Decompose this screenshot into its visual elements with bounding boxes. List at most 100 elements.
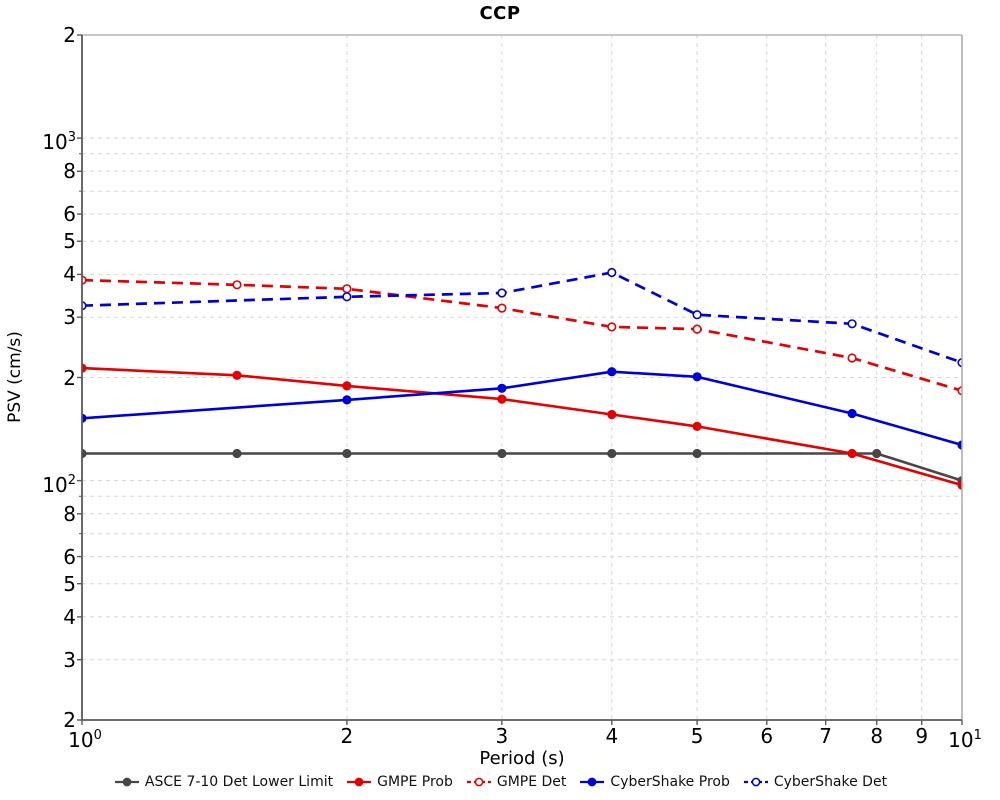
marker-cybershake-prob-7.5 bbox=[847, 408, 857, 419]
x-tick-label-1-exponent: 0 bbox=[93, 728, 102, 743]
y-tick-label-100: 102 bbox=[0, 469, 76, 497]
marker-cybershake-det-1 bbox=[82, 301, 87, 311]
marker-cybershake-det-4 bbox=[607, 267, 617, 278]
y-tick-label-2000-text: 2 bbox=[63, 23, 76, 47]
marker-cybershake-prob-4 bbox=[607, 367, 617, 377]
y-tick-label-800-text: 8 bbox=[63, 159, 76, 184]
marker-asce-7-10-det-lower-limit-2 bbox=[342, 448, 352, 459]
marker-cybershake-det-10 bbox=[957, 358, 962, 368]
marker-gmpe-prob-2 bbox=[342, 381, 352, 391]
marker-gmpe-det-2 bbox=[342, 284, 352, 294]
marker-asce-7-10-det-lower-limit-4 bbox=[607, 448, 617, 459]
x-tick-label-8-text: 8 bbox=[870, 724, 884, 748]
legend-marker-icon-asce-7-10-det-lower-limit bbox=[114, 777, 139, 787]
legend-label-asce-7-10-det-lower-limit: ASCE 7-10 Det Lower Limit bbox=[144, 774, 334, 790]
y-tick-label-800: 8 bbox=[0, 159, 76, 183]
y-tick-label-600: 6 bbox=[0, 202, 76, 226]
y-axis-title: PSV (cm/s) bbox=[5, 331, 25, 423]
x-tick-label-6: 6 bbox=[737, 724, 797, 748]
marker-cybershake-prob-10 bbox=[957, 440, 962, 450]
y-tick-label-400: 4 bbox=[0, 262, 76, 286]
legend: ASCE 7-10 Det Lower Limit GMPE Prob GMPE D… bbox=[0, 774, 1000, 790]
chart-title: CCP bbox=[479, 3, 521, 24]
y-tick-label-500-text: 5 bbox=[63, 229, 76, 254]
legend-item-gmpe-det: GMPE Det bbox=[465, 774, 567, 790]
marker-asce-7-10-det-lower-limit-5 bbox=[692, 448, 702, 459]
legend-label-cybershake-prob: CyberShake Prob bbox=[610, 774, 730, 790]
marker-asce-7-10-det-lower-limit-1.5 bbox=[232, 448, 242, 459]
marker-cybershake-prob-2 bbox=[342, 395, 352, 405]
x-tick-label-9: 9 bbox=[892, 724, 952, 748]
x-tick-label-3: 3 bbox=[472, 724, 532, 748]
series-line-gmpe-prob bbox=[82, 366, 962, 487]
marker-cybershake-prob-5 bbox=[692, 372, 702, 382]
marker-cybershake-prob-1 bbox=[82, 413, 87, 423]
y-tick-label-600-text: 6 bbox=[63, 202, 76, 227]
marker-gmpe-det-1 bbox=[82, 275, 87, 285]
legend-item-cybershake-prob: CyberShake Prob bbox=[578, 774, 730, 790]
x-axis-title: Period (s) bbox=[479, 748, 565, 769]
marker-gmpe-prob-1 bbox=[82, 363, 87, 373]
marker-asce-7-10-det-lower-limit-1 bbox=[82, 448, 87, 459]
marker-cybershake-prob-3 bbox=[497, 383, 507, 393]
x-tick-label-10: 101 bbox=[935, 724, 995, 752]
y-tick-label-300-text: 3 bbox=[63, 305, 76, 330]
y-tick-label-20-text: 2 bbox=[63, 708, 76, 732]
marker-gmpe-det-10 bbox=[957, 386, 962, 396]
marker-gmpe-prob-10 bbox=[957, 480, 962, 490]
legend-item-gmpe-prob: GMPE Prob bbox=[345, 774, 453, 790]
marker-gmpe-det-5 bbox=[692, 324, 702, 334]
marker-cybershake-det-2 bbox=[342, 292, 352, 302]
y-tick-label-40-text: 4 bbox=[63, 604, 76, 629]
plot-area bbox=[82, 35, 962, 720]
series-line-cybershake-prob bbox=[82, 370, 962, 447]
y-tick-label-200-text: 2 bbox=[63, 365, 76, 390]
legend-label-gmpe-prob: GMPE Prob bbox=[377, 774, 453, 790]
x-tick-label-8: 8 bbox=[847, 724, 907, 748]
legend-dot bbox=[588, 777, 597, 787]
y-tick-label-1000-text: 10 bbox=[42, 130, 68, 155]
marker-cybershake-det-3 bbox=[497, 288, 507, 298]
marker-cybershake-det-5 bbox=[692, 310, 702, 320]
legend-dot bbox=[474, 777, 484, 787]
y-tick-label-1000-exponent: 3 bbox=[67, 130, 76, 146]
marker-gmpe-prob-3 bbox=[497, 394, 507, 404]
y-tick-label-60-text: 6 bbox=[63, 544, 76, 569]
series-line-asce-7-10-det-lower-limit bbox=[82, 452, 962, 482]
legend-dot bbox=[122, 777, 132, 787]
marker-cybershake-det-7.5 bbox=[847, 319, 857, 329]
legend-item-cybershake-det: CyberShake Det bbox=[742, 774, 887, 790]
marker-asce-7-10-det-lower-limit-8 bbox=[872, 448, 882, 459]
y-tick-label-50-text: 5 bbox=[63, 571, 76, 596]
x-tick-label-6-text: 6 bbox=[760, 724, 774, 748]
x-tick-label-10-exponent: 1 bbox=[973, 728, 982, 743]
legend-label-gmpe-det: GMPE Det bbox=[496, 774, 567, 790]
marker-gmpe-prob-1.5 bbox=[232, 370, 242, 380]
y-tick-label-100-exponent: 2 bbox=[67, 472, 76, 488]
legend-dot bbox=[751, 777, 761, 787]
x-tick-label-2-text: 2 bbox=[340, 724, 354, 748]
y-tick-label-30-text: 3 bbox=[63, 647, 76, 672]
marker-asce-7-10-det-lower-limit-3 bbox=[497, 448, 507, 459]
x-tick-label-10-text: 10 bbox=[948, 728, 974, 752]
marker-gmpe-det-4 bbox=[607, 322, 617, 332]
x-tick-label-4: 4 bbox=[582, 724, 642, 748]
x-tick-label-5-text: 5 bbox=[690, 724, 704, 748]
y-tick-label-50: 5 bbox=[0, 572, 76, 596]
x-tick-label-7: 7 bbox=[796, 724, 856, 748]
y-tick-label-20: 2 bbox=[0, 708, 76, 732]
x-tick-label-1-text: 10 bbox=[68, 728, 94, 752]
x-tick-label-4-text: 4 bbox=[605, 724, 619, 748]
y-tick-label-500: 5 bbox=[0, 229, 76, 253]
series-line-gmpe-det bbox=[82, 278, 962, 392]
marker-gmpe-prob-5 bbox=[692, 421, 702, 432]
plot-series-layer bbox=[82, 35, 962, 720]
x-tick-label-5: 5 bbox=[667, 724, 727, 748]
y-tick-label-40: 4 bbox=[0, 605, 76, 629]
y-tick-label-1000: 103 bbox=[0, 126, 76, 154]
marker-gmpe-prob-7.5 bbox=[847, 448, 857, 459]
x-tick-label-1: 100 bbox=[55, 724, 115, 752]
y-tick-label-200: 2 bbox=[0, 366, 76, 390]
legend-marker-icon-cybershake-det bbox=[743, 777, 768, 787]
legend-dot bbox=[354, 777, 364, 787]
